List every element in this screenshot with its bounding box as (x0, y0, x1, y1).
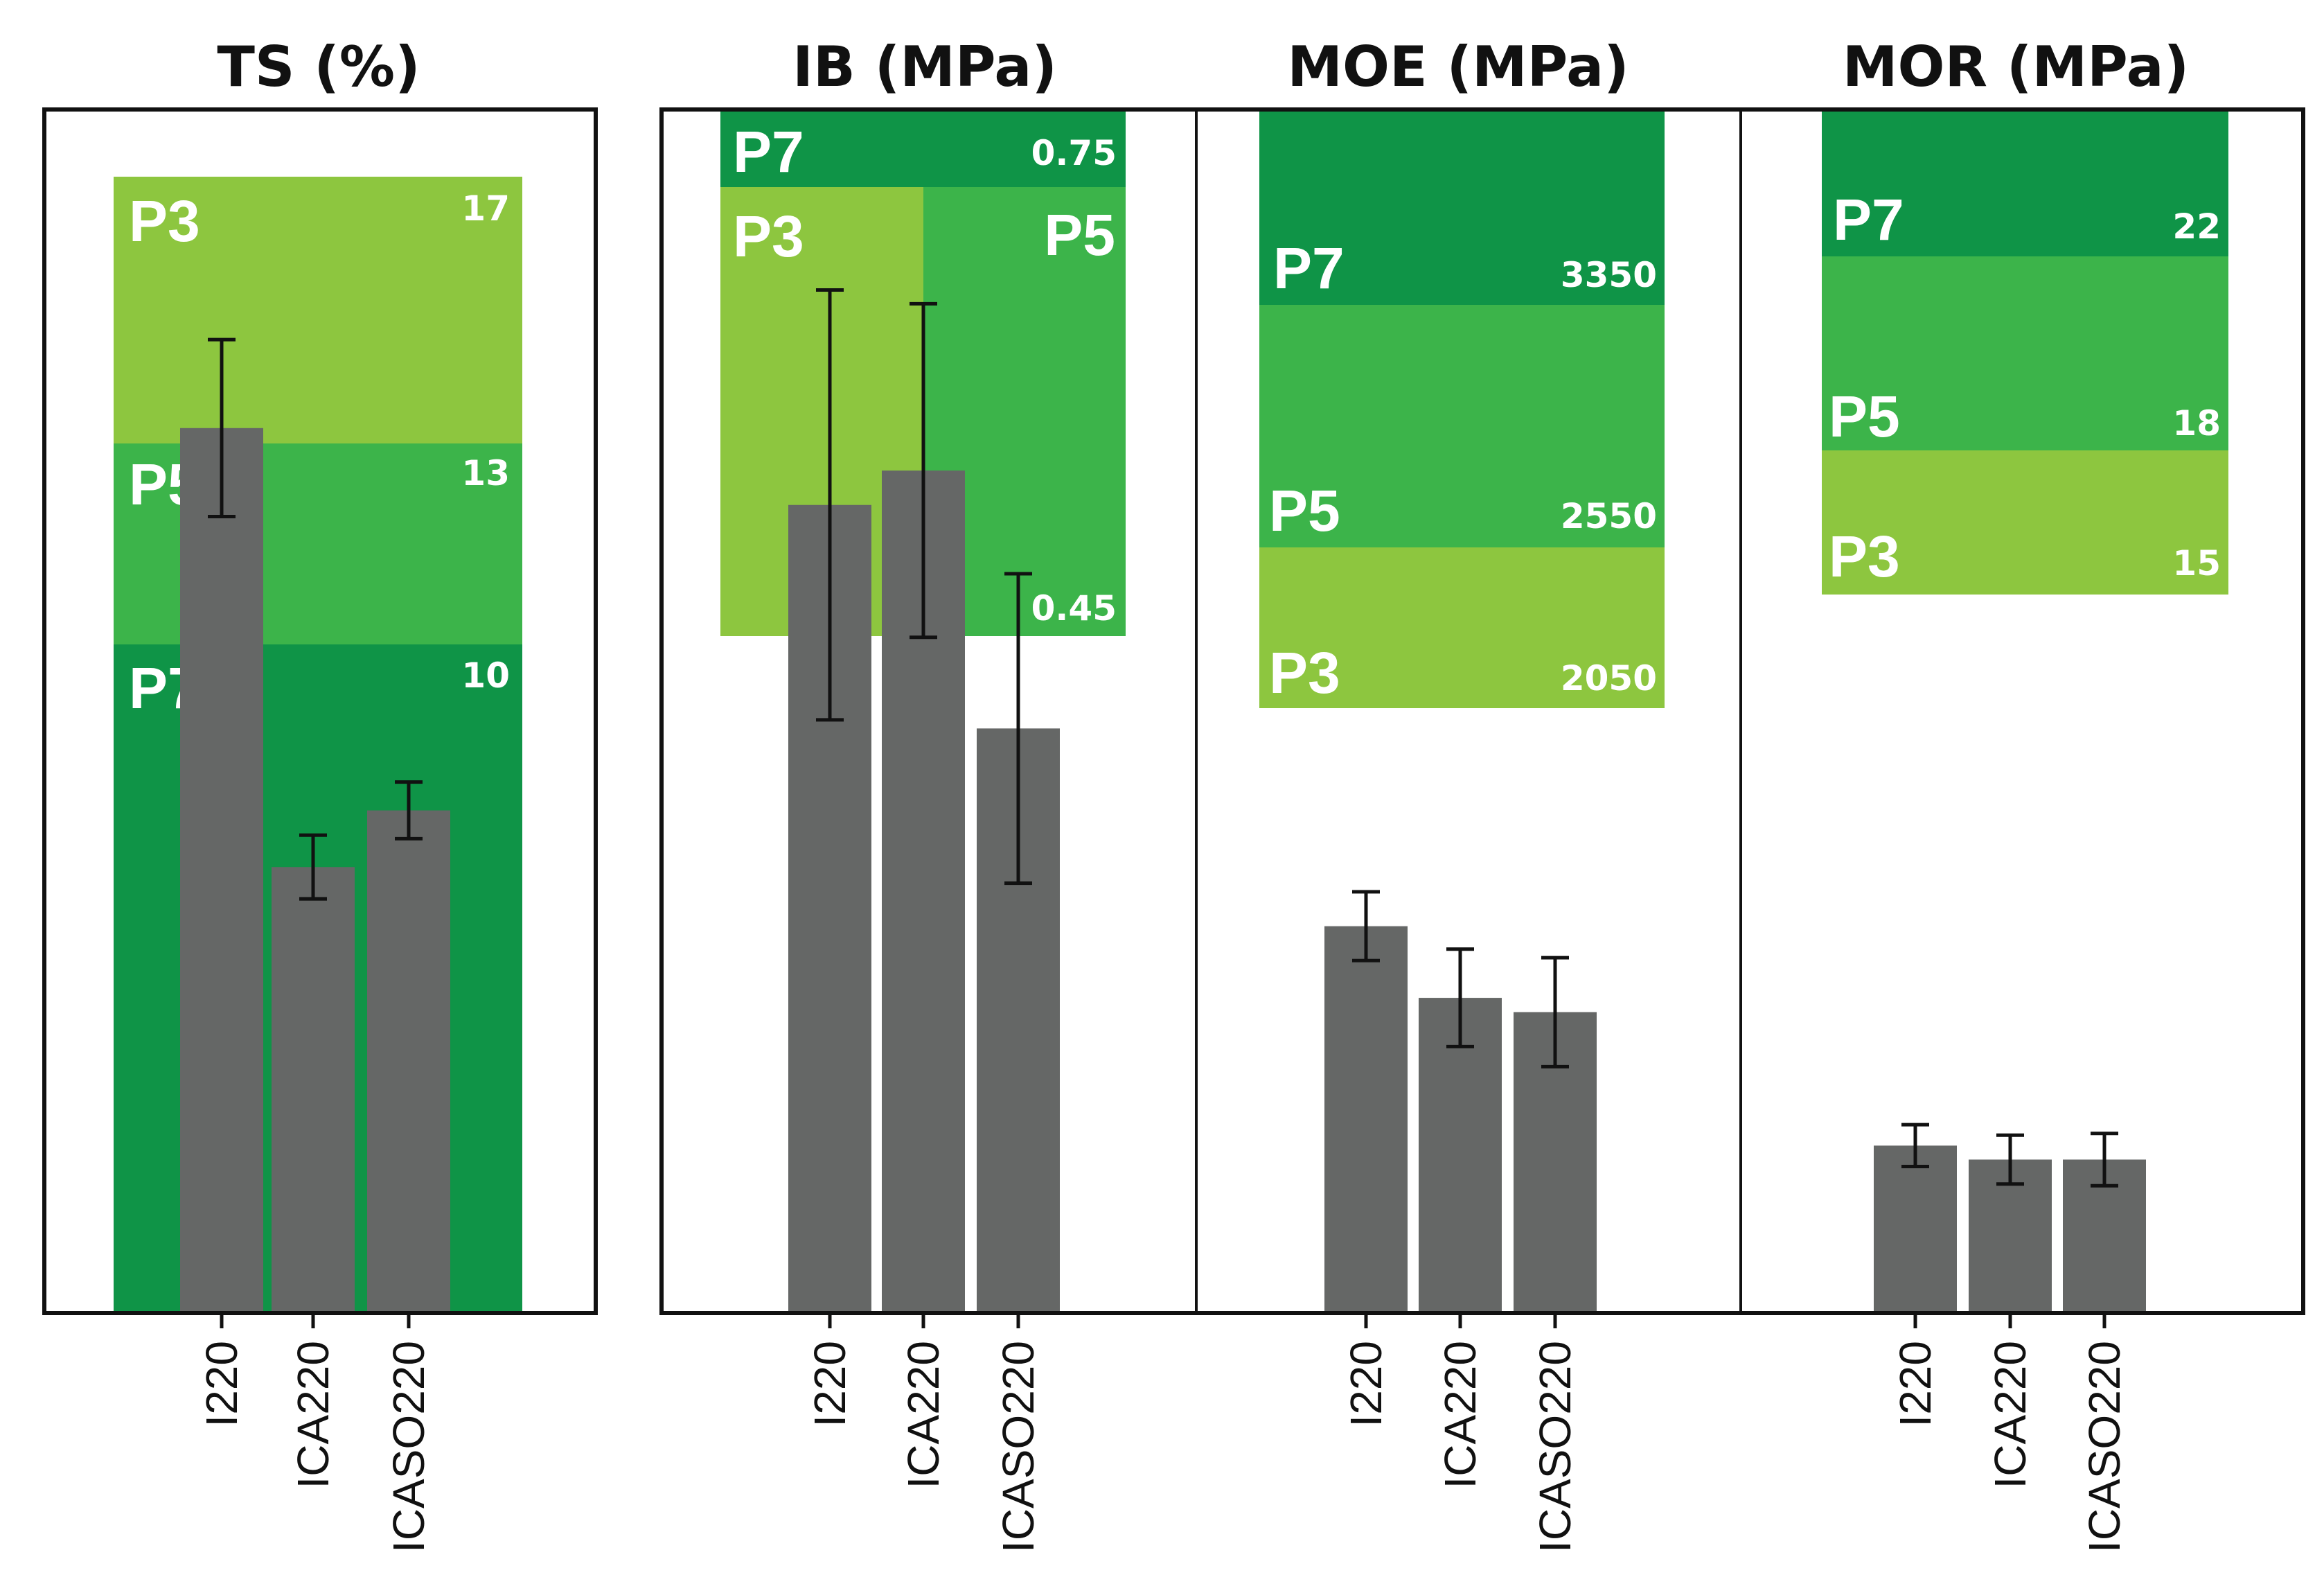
tick-label-ib-i220: I220 (805, 1341, 855, 1427)
bar-moe-i220 (1324, 926, 1408, 1313)
tick-label-ib-ica220: ICA220 (898, 1341, 948, 1488)
zones-moe: P7 3350 P5 2550 P3 2050 (1259, 111, 1665, 708)
tick-label-ts-ica220: ICA220 (288, 1341, 338, 1488)
error-bar-ib-icaso220 (1004, 572, 1032, 886)
tick-label-moe-ica220: ICA220 (1435, 1341, 1485, 1488)
zone-ts-p3 (114, 177, 522, 443)
zone-ts-p3-label: P3 (129, 188, 200, 254)
zone-ib-p5-value: 0.45 (1031, 588, 1117, 628)
tick-label-moe-i220: I220 (1341, 1341, 1391, 1427)
tick-label-ib-icaso220: ICASO220 (993, 1341, 1043, 1553)
error-bar-ts-ica220 (299, 833, 327, 901)
bar-moe-ica220 (1419, 998, 1502, 1313)
zone-mor-p3-value: 15 (2172, 543, 2221, 583)
zone-mor-p3-label: P3 (1829, 524, 1900, 589)
zone-mor-p5-label: P5 (1829, 384, 1900, 449)
zone-ts-p7-value: 10 (461, 655, 510, 696)
frame-right-group (659, 107, 2305, 1315)
zone-moe-p5 (1259, 305, 1665, 547)
panel-title-ib: IB (MPa) (792, 35, 1057, 99)
zone-moe-p5-label: P5 (1269, 478, 1340, 543)
error-bar-ib-i220 (816, 288, 844, 722)
zone-moe-p7-value: 3350 (1561, 255, 1657, 295)
bar-mor-i220 (1874, 1145, 1957, 1313)
error-bar-mor-i220 (1901, 1123, 1929, 1169)
zone-moe-p3-value: 2050 (1561, 658, 1657, 698)
zone-ib-p3-label: P3 (733, 204, 804, 269)
zone-moe-p7 (1259, 111, 1665, 305)
zone-ib-p7-label: P7 (733, 119, 804, 184)
tick-label-mor-icaso220: ICASO220 (2079, 1341, 2129, 1553)
error-bar-mor-icaso220 (2091, 1132, 2118, 1188)
zone-ib-p5-label: P5 (1044, 202, 1115, 267)
error-bar-ib-ica220 (910, 301, 937, 640)
bar-ts-ica220 (272, 867, 355, 1313)
zone-mor-p7 (1822, 111, 2228, 256)
tick-label-mor-ica220: ICA220 (1985, 1341, 2035, 1488)
zone-mor-p7-label: P7 (1833, 187, 1904, 252)
tick-label-mor-i220: I220 (1890, 1341, 1940, 1427)
zone-ts-p5-value: 13 (461, 453, 510, 493)
zone-ts-p3-value: 17 (461, 188, 510, 229)
tick-label-moe-icaso220: ICASO220 (1530, 1341, 1580, 1553)
error-bar-moe-ica220 (1446, 947, 1474, 1048)
zones-mor: P7 22 P5 18 P3 15 (1822, 111, 2228, 595)
tick-label-ts-i220: I220 (197, 1341, 247, 1427)
zone-mor-p3 (1822, 450, 2228, 595)
zone-mor-p5-value: 18 (2172, 403, 2221, 443)
zone-moe-p7-label: P7 (1273, 236, 1345, 301)
chart-marks: I220 ICA220 ICASO220 I220 ICA220 ICASO220 I220… (180, 288, 2146, 1553)
zone-ib-p7-value: 0.75 (1031, 133, 1117, 173)
zone-ib-p7 (720, 111, 1126, 187)
panel-title-ts: TS (%) (217, 35, 420, 99)
bar-ts-i220 (180, 428, 263, 1313)
zone-moe-p5-value: 2550 (1561, 496, 1657, 536)
zone-mor-p7-value: 22 (2172, 206, 2221, 247)
error-bar-mor-ica220 (1996, 1133, 2024, 1186)
error-bar-moe-icaso220 (1541, 956, 1569, 1068)
zone-moe-p3-label: P3 (1269, 640, 1340, 705)
zone-moe-p3 (1259, 547, 1665, 708)
zone-mor-p5 (1822, 256, 2228, 450)
zones-ib: P7 0.75 P3 P5 0.45 (720, 111, 1126, 636)
error-bar-ts-i220 (208, 337, 236, 519)
panel-title-mor: MOR (MPa) (1843, 35, 2189, 99)
frame-ts (42, 107, 598, 1315)
bar-ts-icaso220 (367, 810, 450, 1313)
panel-title-moe: MOE (MPa) (1287, 35, 1629, 99)
error-bar-ts-icaso220 (395, 780, 423, 841)
tick-label-ts-icaso220: ICASO220 (384, 1341, 434, 1553)
error-bar-moe-i220 (1352, 890, 1380, 962)
